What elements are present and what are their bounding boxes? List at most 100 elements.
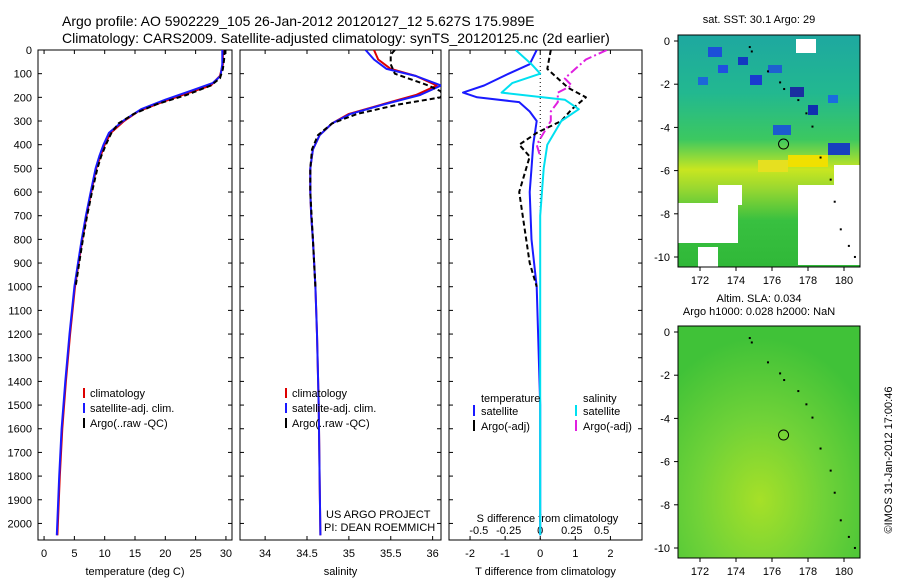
x-tick-label: 36 [427,548,439,560]
difference-panel: -2 -1 0 1 2 T difference from climatology -0.5… [448,49,643,578]
x-tick-label: -2 [465,548,475,560]
map-y-tick-label: -6 [660,457,670,469]
x-tick-label: 1 [572,548,578,560]
top-axis-label: S difference from climatology [477,513,619,525]
series-line [309,50,438,536]
plot-frame [448,49,643,541]
y-tick-label: 1900 [8,495,32,507]
map-y-tick-label: -8 [660,209,670,221]
map-x-tick-label: 180 [835,275,853,287]
island-dot [748,337,751,340]
map-title: Altim. SLA: 0.034 [717,293,802,305]
map-y-tick-label: -10 [654,252,670,264]
legend-label: climatology [90,388,146,400]
island-dot [797,390,800,393]
map-cell [678,203,738,243]
island-dot [853,255,856,258]
series-line [55,50,224,536]
y-tick-label: 300 [14,116,32,128]
map-x-tick-label: 178 [799,275,817,287]
series-line [309,50,441,536]
y-tick-label: 1100 [8,305,32,317]
plot-frame [239,49,442,541]
series-group [309,50,441,536]
island-dot [839,228,842,231]
x-tick-label: 34.5 [296,548,317,560]
imos-credit: ©IMOS 31-Jan-2012 17:00:46 [883,387,895,534]
map-cell [718,65,728,73]
x-axis-label: T difference from climatology [475,566,616,578]
island-dot [847,244,850,247]
map-x-tick-label: 172 [691,566,709,578]
y-tick-label: 800 [14,234,32,246]
top-tick-label: -0.25 [496,525,521,537]
y-tick-label: 1300 [8,353,32,365]
map-x-tick-label: 180 [835,566,853,578]
y-tick-label: 600 [14,187,32,199]
top-tick-label: 0.25 [561,525,582,537]
map-cell [798,185,838,265]
island-dot [847,535,850,538]
map-cell [834,165,860,265]
legend-label: Argo(..raw -QC) [90,418,168,430]
series-line [500,50,580,536]
island-dot [811,125,814,128]
project-credit: US ARGO PROJECT [326,509,431,521]
map-title: sat. SST: 30.1 Argo: 29 [703,14,816,26]
y-tick-label: 400 [14,140,32,152]
map-cell [750,75,762,85]
map-x-tick-label: 172 [691,275,709,287]
island-dot [779,81,782,84]
x-tick-label: 2 [607,548,613,560]
island-dot [783,88,786,91]
map-cell [718,185,742,205]
legend-label: climatology [292,388,348,400]
y-tick-label: 1200 [8,329,32,341]
map-cell [790,87,804,97]
legend-label: Argo(-adj) [481,421,530,433]
island-dot [766,361,769,364]
series-line [462,50,542,536]
legend-label: Argo(..raw -QC) [292,418,370,430]
island-dot [748,46,751,49]
salinity-panel: 34 34.5 35 35.5 36 salinity climatology satelli… [239,49,442,578]
profile-title-line1: Argo profile: AO 5902229_105 26-Jan-2012… [62,13,535,29]
x-tick-label: 30 [220,548,232,560]
map-y-tick-label: -4 [660,122,670,134]
x-tick-label: 20 [159,548,171,560]
legend-title-salinity: salinity [583,393,617,405]
map-x-tick-label: 176 [763,275,781,287]
legend-label: satellite [583,406,620,418]
map-x-tick-label: 176 [763,566,781,578]
series-group [462,50,608,536]
island-dot [833,200,836,203]
y-tick-label: 700 [14,211,32,223]
profile-location-marker [778,138,790,150]
island-dot [829,178,832,181]
map-cell [698,77,708,85]
series-group [55,50,226,536]
legend-title-temperature: temperature [481,393,540,405]
map-cell [708,47,722,57]
series-line [56,50,224,536]
legend-label: satellite-adj. clim. [90,403,174,415]
map-cell [773,125,791,135]
x-tick-label: 15 [129,548,141,560]
map-y-tick-label: -2 [660,79,670,91]
y-tick-label: 1000 [8,282,32,294]
sst-map: 172 174 176 178 180 0 -2 -4 -6 -8 -10 sat. SST: 30.… [654,14,861,287]
island-dot [805,403,808,406]
island-dot [750,341,753,344]
x-tick-label: 34 [259,548,271,560]
map-y-tick-label: -2 [660,370,670,382]
plot-frame [37,49,233,541]
map-x-tick-label: 178 [799,566,817,578]
top-tick-label: -0.5 [469,525,488,537]
map-y-tick-label: -6 [660,166,670,178]
island-dot [819,156,822,159]
map-cell [788,155,828,167]
map-cell [828,95,838,103]
series-line [74,50,226,287]
map-x-tick-label: 174 [727,275,745,287]
